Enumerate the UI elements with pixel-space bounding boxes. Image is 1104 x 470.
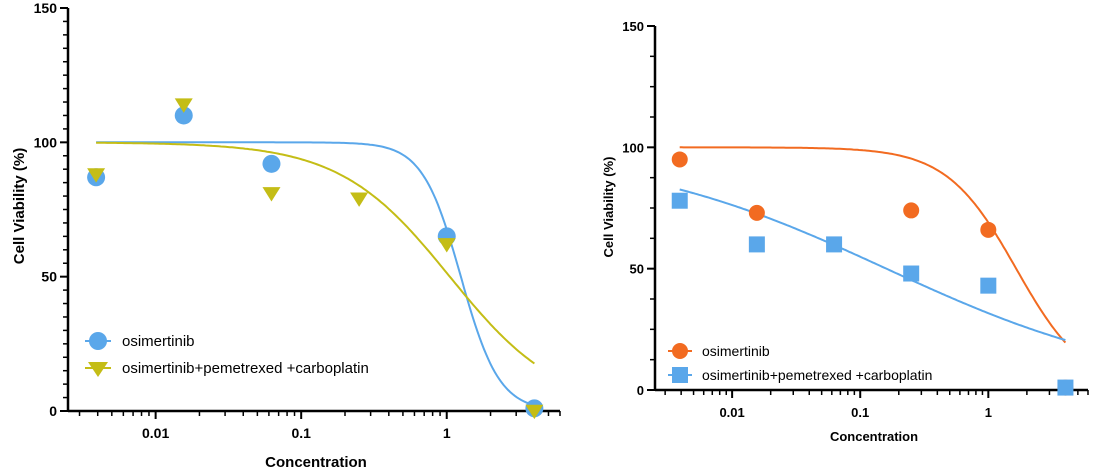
data-point-series-0 xyxy=(748,204,765,221)
x-tick-label: 1 xyxy=(443,425,451,441)
data-point-series-1 xyxy=(748,236,765,253)
y-tick-label: 50 xyxy=(41,269,57,285)
y-tick-label: 100 xyxy=(34,134,58,150)
y-axis-title: Cell Viability (%) xyxy=(601,157,616,258)
y-ticks: 0 50 100 150 xyxy=(622,19,655,398)
y-tick-label: 50 xyxy=(630,262,644,277)
legend: osimertinib osimertinib+pemetrexed +carb… xyxy=(85,332,369,377)
data-point-series-1 xyxy=(437,238,456,253)
data-points xyxy=(671,151,1074,396)
data-point-series-1 xyxy=(671,192,688,209)
data-point-series-0 xyxy=(174,106,193,125)
x-tick-label: 0.1 xyxy=(291,425,311,441)
x-tick-label: 1 xyxy=(985,405,992,420)
x-tick-label: 0.1 xyxy=(851,405,869,420)
fit-curve-series-1 xyxy=(679,188,1066,342)
x-tick-label: 0.01 xyxy=(719,405,744,420)
data-point-series-1 xyxy=(174,98,193,113)
y-tick-label: 0 xyxy=(637,383,644,398)
data-point-series-1 xyxy=(262,187,281,202)
y-tick-label: 100 xyxy=(622,140,644,155)
data-point-series-0 xyxy=(671,151,688,168)
fit-curves xyxy=(679,146,1067,344)
x-axis-title: Concentration xyxy=(830,429,918,444)
data-point-series-1 xyxy=(1057,379,1074,396)
fit-curve-series-0 xyxy=(96,141,535,407)
data-point-series-1 xyxy=(87,168,106,183)
y-tick-label: 150 xyxy=(34,0,58,16)
y-ticks: 0 50 100 150 xyxy=(34,0,68,419)
data-point-series-0 xyxy=(903,202,920,219)
x-ticks: 0.01 0.1 1 xyxy=(78,411,561,441)
legend-marker-combination xyxy=(88,362,108,377)
y-axis-title: Cell Viability (%) xyxy=(11,148,28,264)
data-points xyxy=(87,98,544,420)
x-ticks: 0.01 0.1 1 xyxy=(664,390,1089,420)
y-tick-label: 150 xyxy=(622,19,644,34)
legend-label-osimertinib: osimertinib xyxy=(122,333,195,350)
data-point-series-0 xyxy=(262,154,281,173)
fit-curve-series-1 xyxy=(96,141,535,365)
data-point-series-0 xyxy=(980,221,997,238)
legend: osimertinib osimertinib+pemetrexed +carb… xyxy=(668,343,932,383)
data-point-series-1 xyxy=(826,236,843,253)
y-tick-label: 0 xyxy=(49,403,57,419)
data-point-series-1 xyxy=(980,277,997,294)
fit-curves xyxy=(96,141,535,407)
legend-label-combination: osimertinib+pemetrexed +carboplatin xyxy=(122,360,369,377)
fit-curve-series-0 xyxy=(679,146,1067,344)
legend-label-combination: osimertinib+pemetrexed +carboplatin xyxy=(702,367,932,383)
data-point-series-1 xyxy=(525,404,544,420)
right-chart: 0 50 100 150 0.01 0.1 1 Concentration Cell Vi… xyxy=(601,19,1089,444)
legend-label-osimertinib: osimertinib xyxy=(702,343,770,359)
x-tick-label: 0.01 xyxy=(142,425,169,441)
data-point-series-1 xyxy=(903,265,920,282)
left-chart: 0 50 100 150 0.01 0.1 1 Concentration Cell Vi… xyxy=(11,0,561,470)
data-point-series-1 xyxy=(350,192,369,207)
x-axis-title: Concentration xyxy=(265,454,367,470)
